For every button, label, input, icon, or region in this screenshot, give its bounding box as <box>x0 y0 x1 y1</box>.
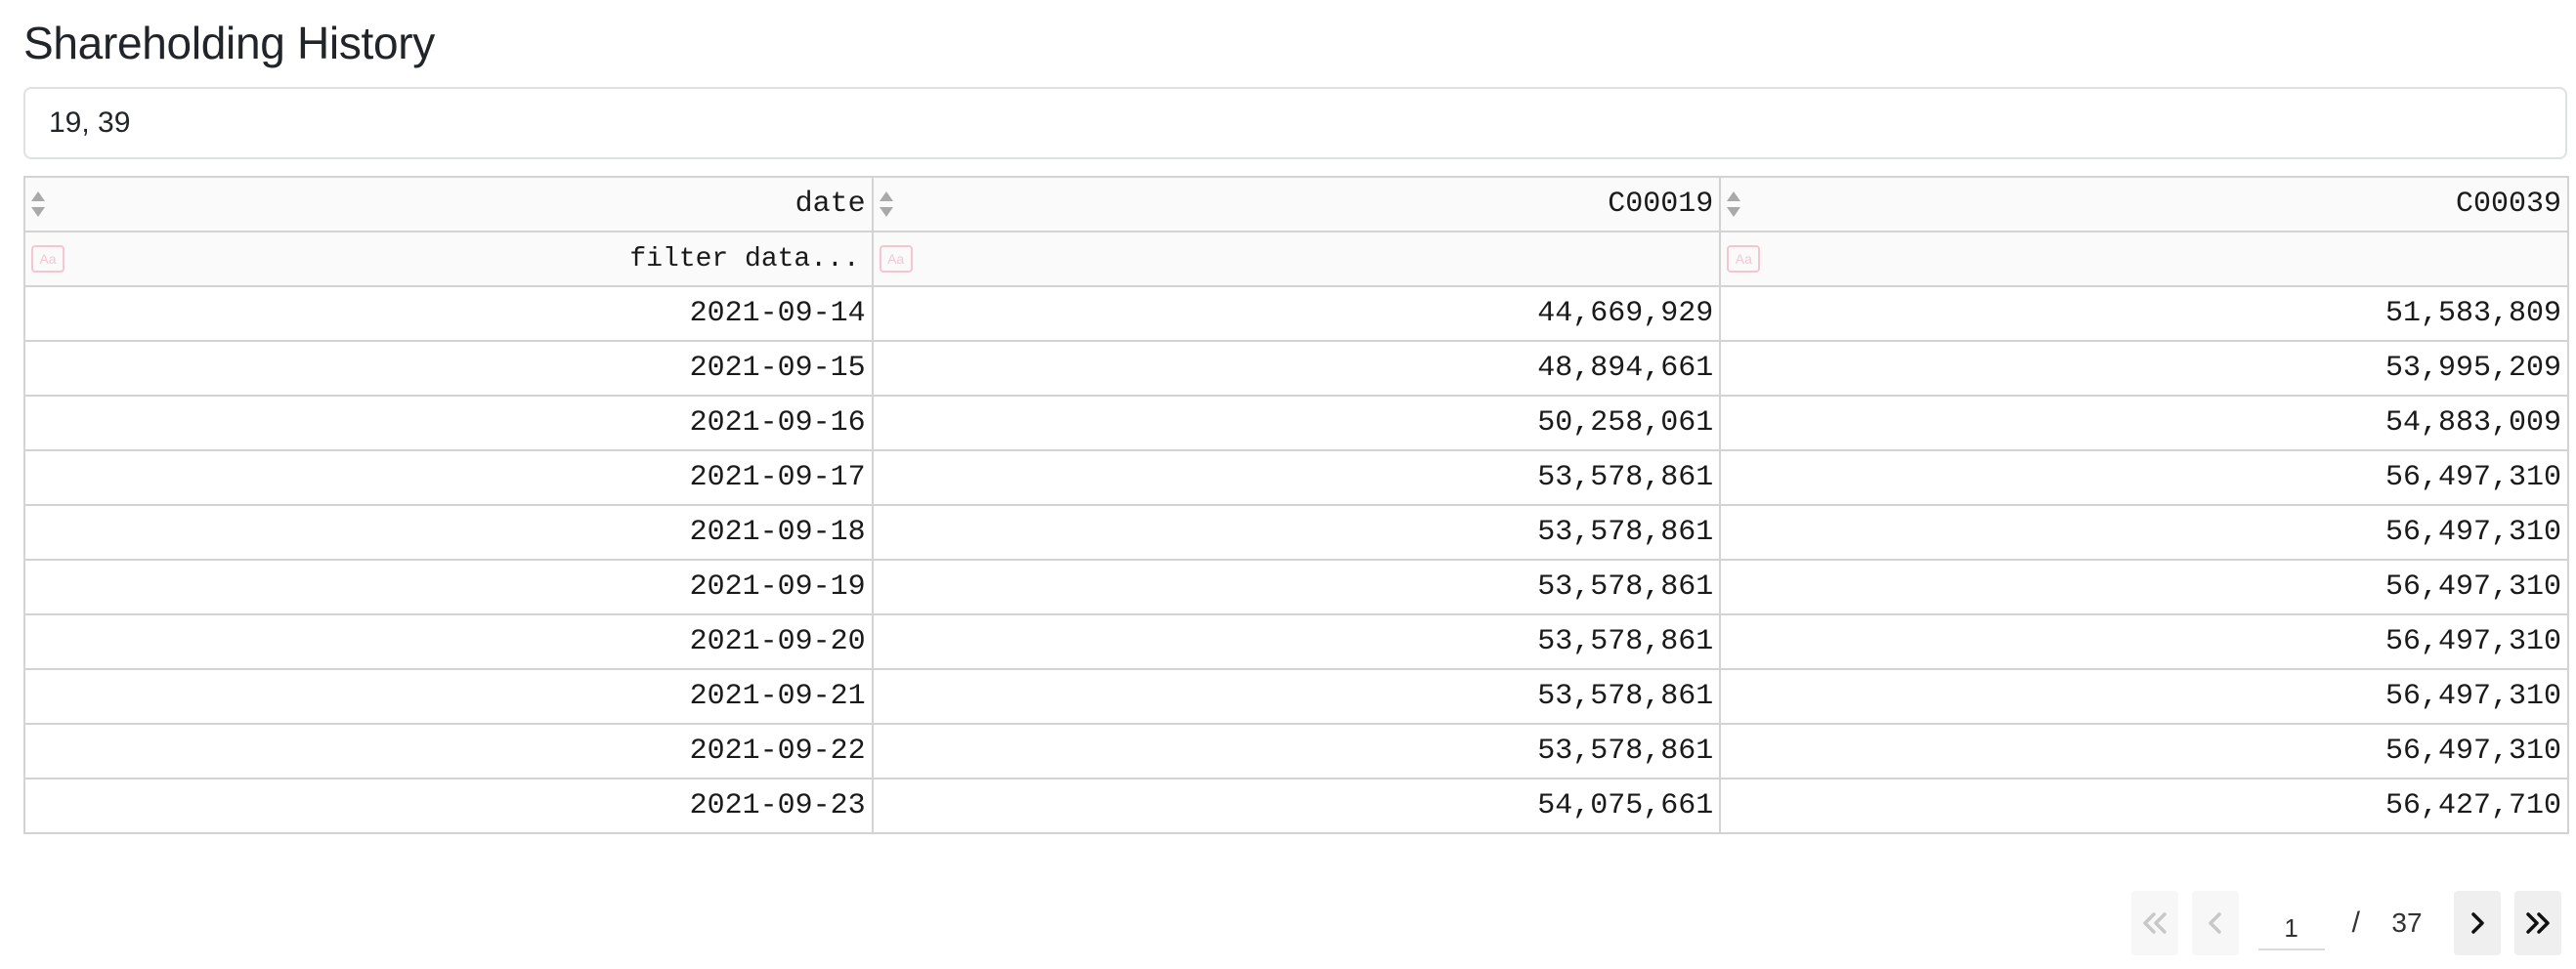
cell-c00019[interactable]: 53,578,861 <box>871 504 1722 561</box>
case-sensitive-icon[interactable]: Aa <box>31 245 64 273</box>
cell-date[interactable]: 2021-09-14 <box>23 285 874 342</box>
cell-c00039[interactable]: 56,497,310 <box>1719 723 2569 779</box>
cell-c00019[interactable]: 53,578,861 <box>871 559 1722 615</box>
chevron-right-icon <box>2471 912 2484 934</box>
case-sensitive-icon[interactable]: Aa <box>879 245 913 273</box>
first-page-button[interactable] <box>2130 891 2178 955</box>
filter-input-c00019[interactable] <box>879 244 1714 274</box>
cell-c00039[interactable]: 56,497,310 <box>1719 559 2569 615</box>
search-input[interactable] <box>23 87 2567 159</box>
cell-date[interactable]: 2021-09-23 <box>23 778 874 834</box>
cell-c00039[interactable]: 53,995,209 <box>1719 340 2569 397</box>
table-row: 2021-09-23 54,075,661 56,427,710 <box>23 778 2569 834</box>
pagination: / 37 <box>2118 891 2561 955</box>
cell-date[interactable]: 2021-09-20 <box>23 613 874 670</box>
table-row: 2021-09-21 53,578,861 56,497,310 <box>23 668 2569 725</box>
current-page-input[interactable] <box>2257 896 2325 950</box>
column-header-c00019[interactable]: C00019 <box>871 176 1722 232</box>
sort-icon[interactable] <box>878 190 895 218</box>
cell-date[interactable]: 2021-09-16 <box>23 395 874 451</box>
last-page-button[interactable] <box>2514 891 2561 955</box>
cell-date[interactable]: 2021-09-21 <box>23 668 874 725</box>
cell-c00039[interactable]: 56,497,310 <box>1719 504 2569 561</box>
cell-c00039[interactable]: 56,497,310 <box>1719 613 2569 670</box>
filter-input-date[interactable] <box>31 244 866 274</box>
data-table: date C00019 C00039 Aa Aa <box>23 176 2569 834</box>
table-row: 2021-09-14 44,669,929 51,583,809 <box>23 285 2569 342</box>
cell-c00039[interactable]: 56,497,310 <box>1719 668 2569 725</box>
column-header-label: date <box>794 188 866 221</box>
cell-date[interactable]: 2021-09-19 <box>23 559 874 615</box>
cell-c00039[interactable]: 51,583,809 <box>1719 285 2569 342</box>
page-title: Shareholding History <box>23 18 436 68</box>
filter-cell-date: Aa <box>23 231 874 287</box>
double-chevron-left-icon <box>2142 912 2167 934</box>
cell-c00019[interactable]: 53,578,861 <box>871 449 1722 506</box>
total-pages: 37 <box>2391 907 2423 938</box>
page: Shareholding History date C00019 C00039 <box>23 0 2569 834</box>
column-header-label: C00039 <box>2455 188 2561 221</box>
cell-c00019[interactable]: 48,894,661 <box>871 340 1722 397</box>
table-row: 2021-09-19 53,578,861 56,497,310 <box>23 559 2569 615</box>
sort-icon[interactable] <box>1725 190 1742 218</box>
cell-c00019[interactable]: 54,075,661 <box>871 778 1722 834</box>
column-header-c00039[interactable]: C00039 <box>1719 176 2569 232</box>
filter-cell-c00039: Aa <box>1719 231 2569 287</box>
table-row: 2021-09-17 53,578,861 56,497,310 <box>23 449 2569 506</box>
page-separator: / <box>2351 906 2360 939</box>
cell-date[interactable]: 2021-09-15 <box>23 340 874 397</box>
table-row: 2021-09-20 53,578,861 56,497,310 <box>23 613 2569 670</box>
cell-c00039[interactable]: 56,427,710 <box>1719 778 2569 834</box>
sort-icon[interactable] <box>29 190 47 218</box>
filter-row: Aa Aa Aa <box>23 231 2569 287</box>
cell-date[interactable]: 2021-09-22 <box>23 723 874 779</box>
cell-c00019[interactable]: 53,578,861 <box>871 668 1722 725</box>
table-row: 2021-09-18 53,578,861 56,497,310 <box>23 504 2569 561</box>
cell-date[interactable]: 2021-09-17 <box>23 449 874 506</box>
filter-cell-c00019: Aa <box>871 231 1722 287</box>
header-row: date C00019 C00039 <box>23 176 2569 232</box>
double-chevron-right-icon <box>2526 912 2550 934</box>
next-page-button[interactable] <box>2454 891 2501 955</box>
cell-c00039[interactable]: 56,497,310 <box>1719 449 2569 506</box>
filter-input-c00039[interactable] <box>1727 244 2561 274</box>
table-row: 2021-09-22 53,578,861 56,497,310 <box>23 723 2569 779</box>
column-header-label: C00019 <box>1608 188 1714 221</box>
case-sensitive-icon[interactable]: Aa <box>1727 245 1761 273</box>
cell-c00019[interactable]: 50,258,061 <box>871 395 1722 451</box>
column-header-date[interactable]: date <box>23 176 874 232</box>
cell-c00019[interactable]: 44,669,929 <box>871 285 1722 342</box>
cell-date[interactable]: 2021-09-18 <box>23 504 874 561</box>
chevron-left-icon <box>2208 912 2221 934</box>
cell-c00019[interactable]: 53,578,861 <box>871 723 1722 779</box>
cell-c00039[interactable]: 54,883,009 <box>1719 395 2569 451</box>
table-row: 2021-09-15 48,894,661 53,995,209 <box>23 340 2569 397</box>
cell-c00019[interactable]: 53,578,861 <box>871 613 1722 670</box>
prev-page-button[interactable] <box>2191 891 2239 955</box>
table-row: 2021-09-16 50,258,061 54,883,009 <box>23 395 2569 451</box>
